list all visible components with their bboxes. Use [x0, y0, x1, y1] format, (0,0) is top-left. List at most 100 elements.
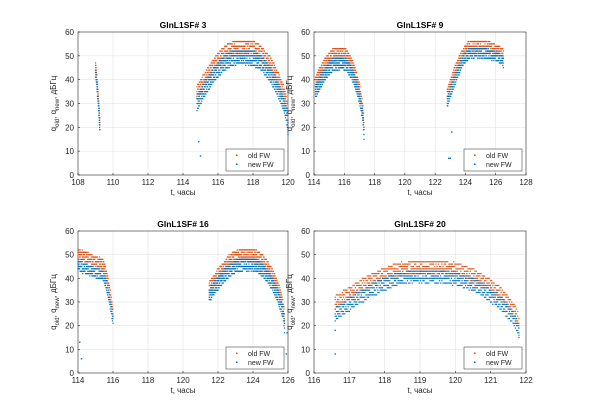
data-point [202, 81, 204, 83]
data-point [210, 284, 213, 287]
data-point [489, 45, 491, 47]
y-tick-label: 10 [301, 147, 310, 156]
data-point [353, 64, 355, 66]
data-point [472, 273, 474, 275]
y-tick-label: 30 [65, 298, 74, 307]
data-point [77, 251, 79, 253]
data-point [436, 261, 438, 263]
data-point [476, 275, 479, 277]
data-point [220, 55, 222, 57]
data-point [334, 299, 336, 301]
data-point [431, 268, 434, 270]
legend-label: new FW [248, 162, 274, 169]
data-point [376, 273, 378, 275]
data-point [233, 265, 235, 268]
data-point [233, 273, 235, 275]
data-point [436, 265, 438, 268]
legend-label: new FW [486, 162, 512, 169]
data-point [104, 263, 106, 265]
data-point [199, 83, 202, 86]
data-point [450, 79, 452, 81]
data-point [323, 67, 325, 69]
data-point [281, 105, 283, 107]
y-axis-label-part: q [285, 127, 294, 131]
data-point [267, 268, 269, 270]
data-point [354, 79, 356, 81]
data-point [436, 273, 438, 275]
data-point [383, 280, 385, 282]
data-point [450, 268, 452, 270]
data-point [409, 273, 411, 275]
data-point [450, 81, 452, 83]
data-point [502, 50, 504, 52]
data-point [286, 100, 288, 102]
data-point [214, 277, 216, 279]
data-point [280, 299, 282, 301]
data-point [397, 268, 399, 270]
data-point [324, 69, 326, 71]
data-point [199, 86, 201, 88]
data-point [351, 74, 353, 76]
data-point [434, 268, 436, 270]
data-point [255, 261, 257, 263]
data-point [286, 107, 289, 109]
data-point [222, 67, 225, 69]
data-point [326, 60, 328, 62]
data-point [276, 88, 279, 90]
data-point [338, 60, 340, 62]
data-point [80, 261, 82, 263]
data-point [397, 263, 399, 265]
data-point [371, 284, 373, 287]
data-point [285, 95, 287, 97]
data-point [427, 268, 429, 270]
data-point [338, 294, 340, 296]
data-point [283, 102, 285, 105]
data-point [284, 107, 286, 109]
data-point [450, 265, 452, 268]
data-point [359, 90, 362, 93]
data-point [363, 280, 365, 282]
data-point [278, 83, 280, 86]
data-point [285, 93, 287, 95]
data-point [473, 280, 475, 282]
data-point [434, 261, 436, 263]
data-point [329, 52, 331, 55]
data-point [472, 280, 474, 282]
data-point [97, 100, 99, 102]
data-point [429, 263, 431, 265]
data-point [231, 254, 233, 256]
data-point [366, 275, 368, 277]
data-point [425, 268, 428, 270]
data-point [332, 67, 334, 69]
data-point [235, 261, 237, 263]
data-point [357, 86, 360, 88]
data-point [99, 261, 101, 263]
data-point [339, 303, 341, 305]
data-point [198, 100, 200, 102]
data-point [502, 48, 504, 50]
data-point [459, 55, 461, 57]
data-point [440, 268, 442, 270]
data-point [466, 265, 468, 268]
data-point [325, 74, 327, 76]
data-point [201, 76, 203, 78]
data-point [487, 52, 490, 55]
data-point [348, 299, 351, 301]
data-point [275, 291, 277, 294]
data-point [444, 273, 447, 275]
data-point [428, 265, 430, 268]
data-point [333, 48, 335, 50]
y-tick-label: 0 [70, 171, 75, 180]
data-point [465, 57, 467, 59]
data-point [396, 275, 398, 277]
data-point [418, 265, 420, 268]
data-point [248, 60, 250, 62]
data-point [110, 299, 112, 301]
data-point [404, 263, 406, 265]
data-point [249, 40, 252, 43]
data-point [400, 261, 403, 263]
data-point [476, 50, 479, 52]
data-point [269, 64, 271, 66]
data-point [227, 270, 229, 272]
data-point [238, 256, 241, 258]
